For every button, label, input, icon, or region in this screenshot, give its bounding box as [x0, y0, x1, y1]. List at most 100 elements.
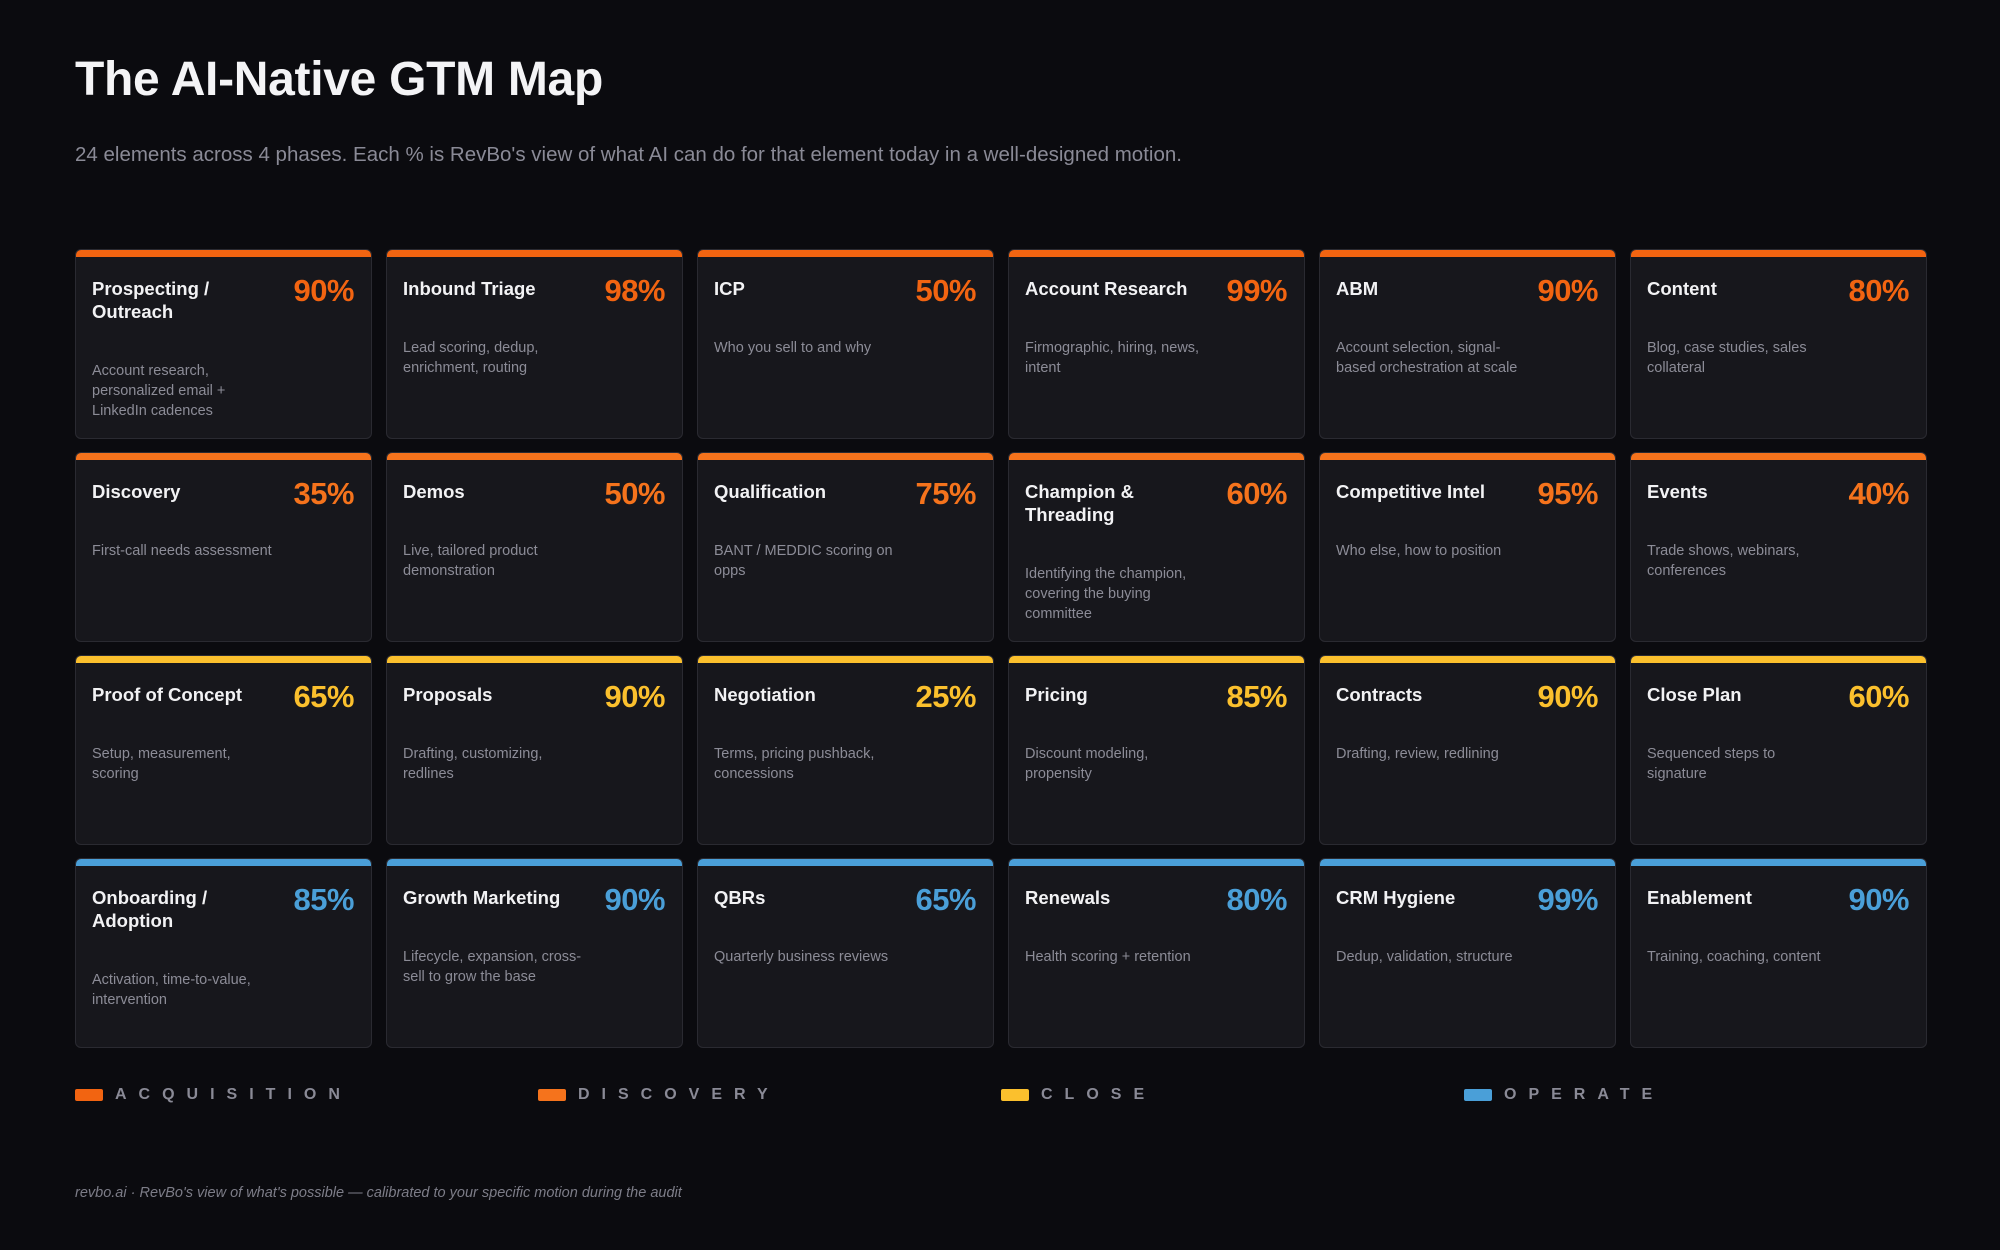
gtm-card-grid: Prospecting / Outreach 90% Account researc…: [75, 249, 1927, 1048]
ai-percentage: 35%: [293, 476, 354, 511]
card-title: Onboarding / Adoption: [92, 887, 208, 931]
phase-bar: [387, 250, 682, 257]
legend-item-discovery: DISCOVERY: [538, 1086, 780, 1104]
ai-percentage: 99%: [1537, 882, 1598, 917]
card-description: Dedup, validation, structure: [1336, 949, 1513, 965]
phase-bar: [1631, 656, 1926, 663]
element-card-enablement: Enablement 90% Training, coaching, content: [1630, 858, 1927, 1048]
ai-percentage: 98%: [604, 273, 665, 308]
element-card-crm-hygiene: CRM Hygiene 99% Dedup, validation, structu…: [1319, 858, 1616, 1048]
card-title: ABM: [1336, 278, 1379, 299]
card-title: QBRs: [714, 887, 766, 908]
card-description: Firmographic, hiring, news, intent: [1025, 340, 1200, 376]
element-card-qbrs: QBRs 65% Quarterly business reviews: [697, 858, 994, 1048]
legend-swatch: [1464, 1089, 1492, 1101]
card-title: Champion & Threading: [1025, 481, 1134, 525]
element-card-renewals: Renewals 80% Health scoring + retention: [1008, 858, 1305, 1048]
phase-bar: [76, 453, 371, 460]
ai-percentage: 85%: [1226, 679, 1287, 714]
phase-bar: [1320, 656, 1615, 663]
legend-item-operate: OPERATE: [1464, 1086, 1664, 1104]
legend-swatch: [75, 1089, 103, 1101]
card-description: Training, coaching, content: [1647, 949, 1821, 965]
card-title: Inbound Triage: [403, 278, 536, 299]
phase-bar: [387, 656, 682, 663]
element-card-pricing: Pricing 85% Discount modeling, propensity: [1008, 655, 1305, 845]
element-card-prospecting-outreach: Prospecting / Outreach 90% Account researc…: [75, 249, 372, 439]
legend-item-acquisition: ACQUISITION: [75, 1086, 352, 1104]
card-description: Discount modeling, propensity: [1025, 746, 1149, 782]
phase-bar: [1320, 859, 1615, 866]
phase-bar: [1320, 453, 1615, 460]
element-card-growth-marketing: Growth Marketing 90% Lifecycle, expansion,…: [386, 858, 683, 1048]
ai-percentage: 90%: [604, 882, 665, 917]
legend-item-close: CLOSE: [1001, 1086, 1156, 1104]
ai-percentage: 40%: [1848, 476, 1909, 511]
ai-percentage: 65%: [293, 679, 354, 714]
ai-percentage: 80%: [1848, 273, 1909, 308]
ai-percentage: 90%: [1848, 882, 1909, 917]
element-card-account-research: Account Research 99% Firmographic, hiring,…: [1008, 249, 1305, 439]
card-description: Quarterly business reviews: [714, 949, 889, 965]
card-title: Events: [1647, 481, 1708, 502]
card-description: BANT / MEDDIC scoring on opps: [714, 543, 893, 579]
card-title: Growth Marketing: [403, 887, 561, 908]
phase-bar: [698, 453, 993, 460]
ai-percentage: 90%: [1537, 679, 1598, 714]
element-card-proposals: Proposals 90% Drafting, customizing, redli…: [386, 655, 683, 845]
phase-legend: ACQUISITION DISCOVERY CLOSE OPERATE: [75, 1086, 1927, 1106]
card-title: Proof of Concept: [92, 684, 243, 705]
page-title: The AI-Native GTM Map: [75, 53, 603, 106]
card-title: Close Plan: [1647, 684, 1742, 705]
card-title: Demos: [403, 481, 465, 502]
element-card-proof-of-concept: Proof of Concept 65% Setup, measurement, s…: [75, 655, 372, 845]
legend-label: DISCOVERY: [578, 1086, 780, 1103]
card-title: Prospecting / Outreach: [92, 278, 210, 322]
card-title: Renewals: [1025, 887, 1111, 908]
legend-label: ACQUISITION: [115, 1086, 352, 1103]
legend-swatch: [538, 1089, 566, 1101]
card-description: Activation, time-to-value, intervention: [92, 972, 251, 1008]
card-title: Discovery: [92, 481, 181, 502]
phase-bar: [698, 250, 993, 257]
element-card-icp: ICP 50% Who you sell to and why: [697, 249, 994, 439]
card-description: Live, tailored product demonstration: [403, 543, 538, 579]
card-description: Terms, pricing pushback, concessions: [714, 746, 875, 782]
card-description: Account research, personalized email + L…: [92, 363, 226, 419]
phase-bar: [698, 859, 993, 866]
ai-percentage: 60%: [1848, 679, 1909, 714]
card-description: Drafting, review, redlining: [1336, 746, 1499, 762]
phase-bar: [1631, 859, 1926, 866]
footer-note: revbo.ai · RevBo's view of what's possib…: [75, 1185, 682, 1201]
card-description: Who you sell to and why: [714, 340, 872, 356]
ai-percentage: 90%: [1537, 273, 1598, 308]
card-description: Who else, how to position: [1336, 543, 1502, 559]
element-card-discovery: Discovery 35% First-call needs assessment: [75, 452, 372, 642]
card-description: Sequenced steps to signature: [1647, 746, 1776, 782]
phase-bar: [1320, 250, 1615, 257]
element-card-close-plan: Close Plan 60% Sequenced steps to signatur…: [1630, 655, 1927, 845]
phase-bar: [1009, 859, 1304, 866]
element-card-abm: ABM 90% Account selection, signal-based or…: [1319, 249, 1616, 439]
card-title: Pricing: [1025, 684, 1088, 705]
phase-bar: [387, 453, 682, 460]
phase-bar: [387, 859, 682, 866]
legend-label: OPERATE: [1504, 1086, 1665, 1103]
card-title: Qualification: [714, 481, 827, 502]
element-card-negotiation: Negotiation 25% Terms, pricing pushback, c…: [697, 655, 994, 845]
ai-percentage: 95%: [1537, 476, 1598, 511]
card-title: CRM Hygiene: [1336, 887, 1456, 908]
legend-label: CLOSE: [1041, 1086, 1157, 1103]
element-card-competitive-intel: Competitive Intel 95% Who else, how to pos…: [1319, 452, 1616, 642]
card-description: Trade shows, webinars, conferences: [1647, 543, 1800, 579]
ai-percentage: 90%: [293, 273, 354, 308]
card-description: First-call needs assessment: [92, 543, 272, 559]
card-description: Lead scoring, dedup, enrichment, routing: [403, 340, 539, 376]
phase-bar: [1009, 656, 1304, 663]
ai-percentage: 80%: [1226, 882, 1287, 917]
phase-bar: [76, 859, 371, 866]
ai-percentage: 99%: [1226, 273, 1287, 308]
card-description: Lifecycle, expansion, cross-sell to grow…: [403, 949, 582, 985]
element-card-contracts: Contracts 90% Drafting, review, redlining: [1319, 655, 1616, 845]
card-title: Account Research: [1025, 278, 1188, 299]
